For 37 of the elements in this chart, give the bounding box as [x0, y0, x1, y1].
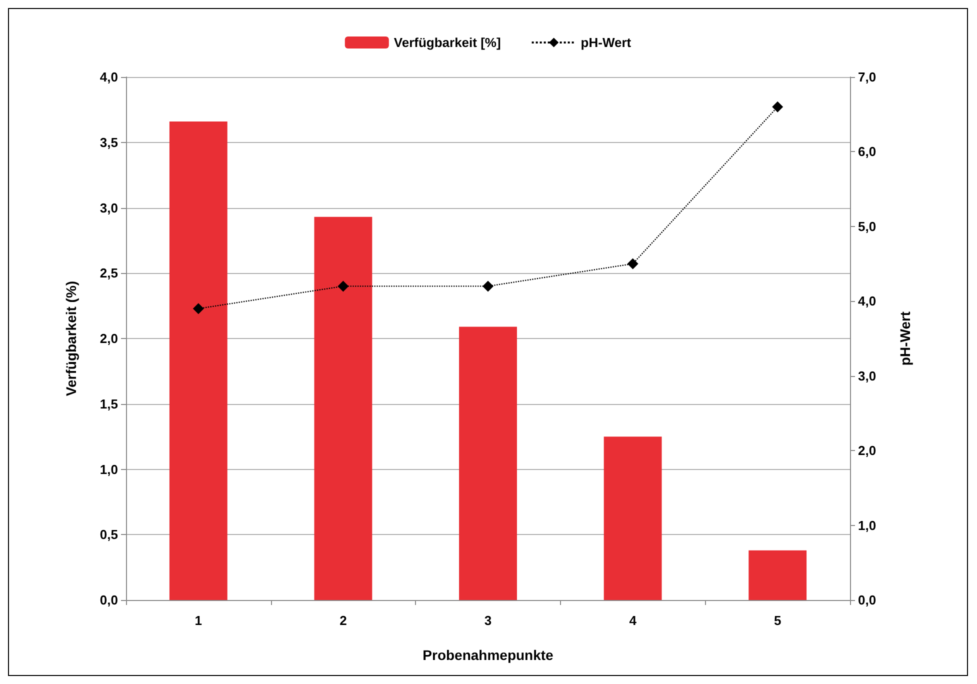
point	[192, 303, 204, 314]
bar	[604, 436, 662, 600]
y2-tick-label: 2,0	[858, 443, 876, 458]
point	[772, 101, 784, 112]
x-tick-label: 5	[774, 613, 782, 628]
x-tick-label: 1	[194, 613, 202, 628]
y2-tick-label: 7,0	[858, 70, 876, 84]
point	[627, 258, 638, 270]
y-tick-label: 2,5	[100, 266, 118, 281]
y-tick-label: 2,0	[100, 331, 118, 346]
x-axis-title: Probenahmepunkte	[422, 647, 554, 663]
y-tick-label: 3,5	[100, 134, 118, 150]
y-tick-label: 1,5	[100, 396, 118, 412]
bar	[169, 121, 228, 600]
legend-label: Verfügbarkeit [%]	[394, 35, 501, 50]
y2-tick-label: 5,0	[858, 218, 876, 234]
y-tick-label: 0,5	[100, 527, 118, 542]
y-tick-label: 1,0	[100, 462, 118, 477]
x-tick-label: 3	[484, 613, 492, 628]
y2-tick-label: 0,0	[858, 592, 876, 608]
y-tick-label: 3,0	[100, 200, 118, 216]
legend-label: pH-Wert	[580, 35, 632, 50]
y-tick-label: 0,0	[100, 592, 118, 608]
point	[482, 280, 494, 292]
x-tick-label: 2	[340, 613, 347, 628]
y-tick-label: 4,0	[100, 70, 118, 84]
y2-tick-label: 4,0	[858, 294, 876, 309]
point	[338, 280, 349, 292]
bar	[459, 326, 517, 600]
bar	[748, 550, 807, 600]
y2-axis-title: pH-Wert	[897, 311, 913, 366]
y-axis-title: Verfügbarkeit (%)	[63, 280, 79, 396]
y2-tick-label: 1,0	[858, 518, 876, 533]
y2-tick-label: 6,0	[858, 144, 876, 160]
bar	[314, 216, 372, 600]
y2-tick-label: 3,0	[858, 368, 876, 384]
x-tick-label: 4	[629, 613, 638, 628]
